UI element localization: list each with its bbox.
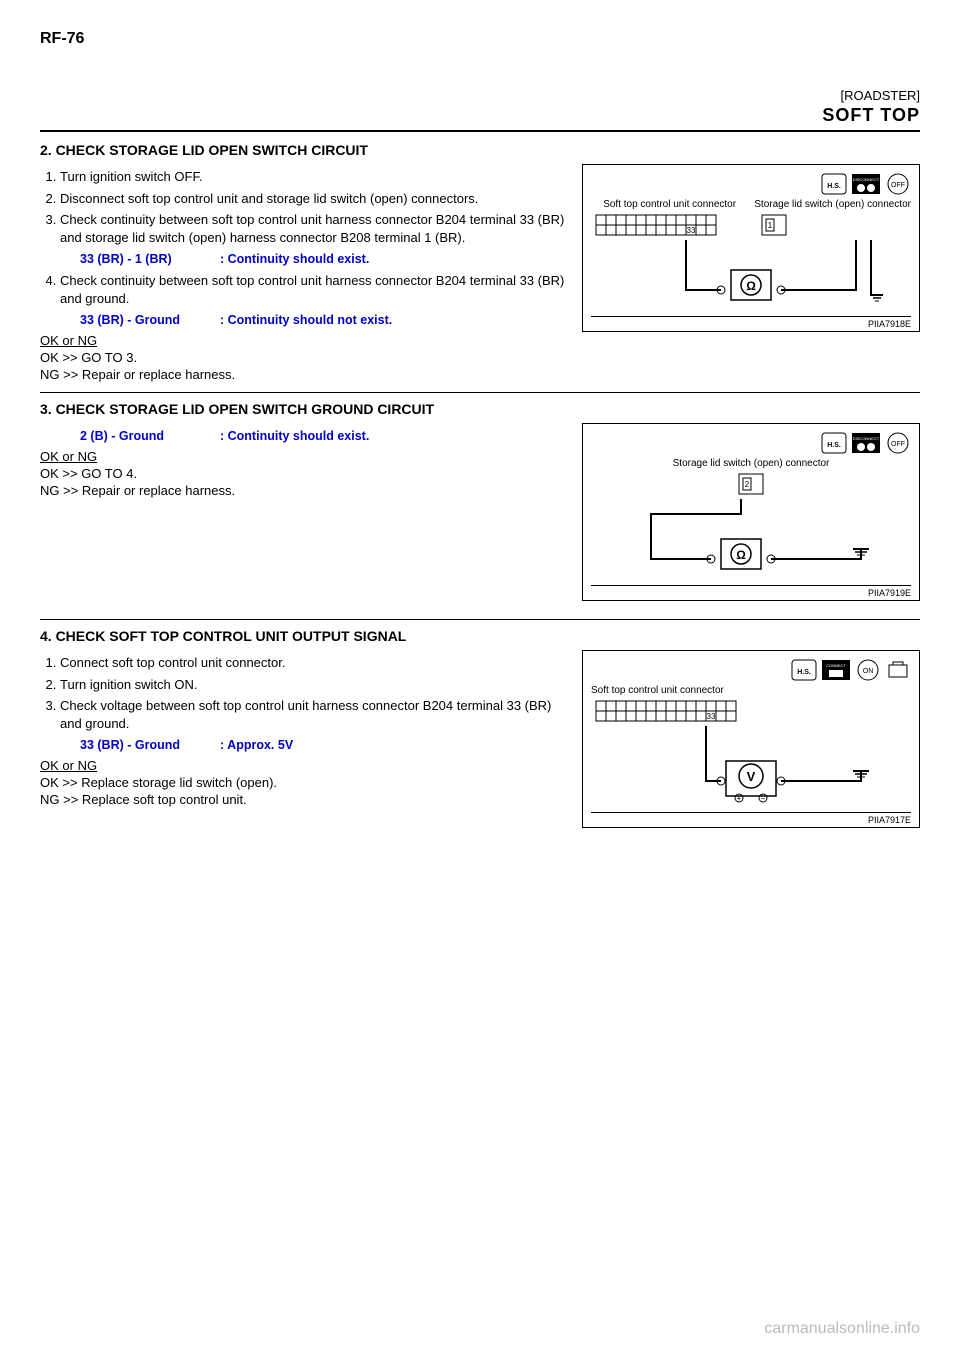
svg-text:OFF: OFF — [891, 441, 905, 448]
hs-icon: H.S. — [791, 659, 817, 681]
step2-item1: Turn ignition switch OFF. — [60, 168, 572, 186]
wiring-icon: Ω — [591, 240, 891, 310]
step2-spec1: 33 (BR) - 1 (BR): Continuity should exis… — [80, 252, 572, 266]
engine-icon — [885, 659, 911, 681]
step2-item4: Check continuity between soft top contro… — [60, 272, 572, 307]
svg-text:H.S.: H.S. — [827, 442, 841, 449]
step2-okng: OK or NG — [40, 333, 572, 348]
step4-diagram: H.S. CONNECT ON Soft top control unit co… — [582, 650, 920, 828]
svg-text:−: − — [761, 794, 766, 803]
svg-text:33: 33 — [707, 712, 716, 721]
connect-icon: CONNECT — [821, 659, 851, 681]
step4-item3: Check voltage between soft top control u… — [60, 697, 572, 732]
page-title: SOFT TOP — [40, 105, 920, 126]
watermark: carmanualsonline.info — [764, 1320, 920, 1338]
step2-ok-line: OK >> GO TO 3. — [40, 350, 572, 365]
on-icon: ON — [855, 659, 881, 681]
svg-text:Ω: Ω — [736, 548, 746, 562]
step3-okng: OK or NG — [40, 449, 572, 464]
diag-label: Soft top control unit connector — [591, 685, 911, 696]
step3-spec: 2 (B) - Ground: Continuity should exist. — [80, 429, 572, 443]
diag-label-left: Soft top control unit connector — [591, 199, 748, 210]
svg-text:DISCONNECT: DISCONNECT — [853, 177, 880, 182]
step3-ng-line: NG >> Repair or replace harness. — [40, 483, 572, 498]
svg-text:+: + — [737, 794, 742, 803]
section-divider-2 — [40, 619, 920, 620]
connector-icon: 2 — [731, 469, 771, 499]
off-icon: OFF — [885, 432, 911, 454]
off-icon: OFF — [885, 173, 911, 195]
step2-diagram: H.S. DISCONNECT OFF Soft top control uni… — [582, 164, 920, 332]
step4-title: 4. CHECK SOFT TOP CONTROL UNIT OUTPUT SI… — [40, 628, 920, 644]
wiring-icon: V + − — [591, 726, 891, 806]
page-number: RF-76 — [40, 30, 920, 48]
step2-item2: Disconnect soft top control unit and sto… — [60, 190, 572, 208]
svg-text:V: V — [747, 769, 756, 784]
svg-text:33: 33 — [687, 226, 696, 235]
disconnect-icon: DISCONNECT — [851, 432, 881, 454]
svg-text:DISCONNECT: DISCONNECT — [853, 436, 880, 441]
svg-text:1: 1 — [768, 221, 773, 230]
svg-text:Ω: Ω — [746, 279, 756, 293]
diagram-code: PIIA7919E — [591, 585, 911, 598]
step4-list: Connect soft top control unit connector.… — [60, 654, 572, 732]
step3-diagram: H.S. DISCONNECT OFF Storage lid switch (… — [582, 423, 920, 601]
svg-text:OFF: OFF — [891, 182, 905, 189]
step4-spec: 33 (BR) - Ground: Approx. 5V — [80, 738, 572, 752]
step2-list-cont: Check continuity between soft top contro… — [60, 272, 572, 307]
svg-text:H.S.: H.S. — [827, 183, 841, 190]
hs-icon: H.S. — [821, 173, 847, 195]
diag-label-right: Storage lid switch (open) connector — [754, 199, 911, 210]
connector-left-icon: 33 — [591, 210, 721, 240]
section-divider-1 — [40, 392, 920, 393]
diagram-code: PIIA7918E — [591, 316, 911, 329]
connector-right-icon: 1 — [754, 210, 794, 240]
step4-okng: OK or NG — [40, 758, 572, 773]
svg-text:ON: ON — [863, 668, 874, 675]
diag-label: Storage lid switch (open) connector — [591, 458, 911, 469]
diagram-code: PIIA7917E — [591, 812, 911, 825]
step2-list: Turn ignition switch OFF. Disconnect sof… — [60, 168, 572, 246]
step4-item2: Turn ignition switch ON. — [60, 676, 572, 694]
svg-text:CONNECT: CONNECT — [826, 663, 846, 668]
svg-text:H.S.: H.S. — [797, 669, 811, 676]
step4-item1: Connect soft top control unit connector. — [60, 654, 572, 672]
disconnect-icon: DISCONNECT — [851, 173, 881, 195]
connector-icon: 33 — [591, 696, 741, 726]
step4-ng-line: NG >> Replace soft top control unit. — [40, 792, 572, 807]
step3-ok-line: OK >> GO TO 4. — [40, 466, 572, 481]
step3-title: 3. CHECK STORAGE LID OPEN SWITCH GROUND … — [40, 401, 920, 417]
svg-text:2: 2 — [745, 480, 750, 489]
step2-spec2: 33 (BR) - Ground: Continuity should not … — [80, 313, 572, 327]
step4-ok-line: OK >> Replace storage lid switch (open). — [40, 775, 572, 790]
step2-ng-line: NG >> Repair or replace harness. — [40, 367, 572, 382]
header-divider — [40, 130, 920, 132]
step2-title: 2. CHECK STORAGE LID OPEN SWITCH CIRCUIT — [40, 142, 920, 158]
wiring-icon: Ω — [591, 499, 891, 579]
section-tag: [ROADSTER] — [40, 88, 920, 103]
hs-icon: H.S. — [821, 432, 847, 454]
step2-item3: Check continuity between soft top contro… — [60, 211, 572, 246]
